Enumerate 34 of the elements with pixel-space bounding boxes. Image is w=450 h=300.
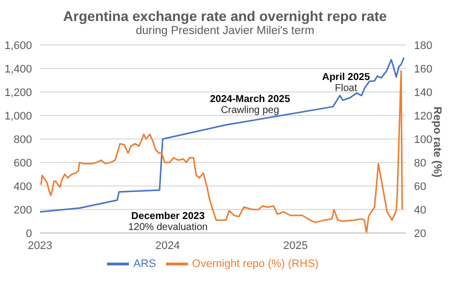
legend-label: ARS (133, 258, 156, 270)
y-tick-label: 1,600 (4, 40, 32, 52)
annotation: 120% devaluation (127, 222, 209, 233)
x-tick-label: 2023 (28, 240, 52, 252)
y-tick-label: 600 (14, 157, 32, 170)
y-tick-label: 0 (26, 228, 32, 240)
y2-tick-label: 100 (414, 134, 432, 146)
line-series (40, 70, 403, 233)
annotation: December 2023 (130, 211, 206, 222)
y2-tick-label: 60 (414, 180, 426, 193)
chart-subtitle: during President Javier Milei's term (134, 25, 316, 37)
annotation: April 2025 (321, 72, 371, 83)
y2-tick-label: 160 (414, 63, 432, 76)
x-tick-label: 2025 (283, 240, 308, 252)
y2-tick-label: 40 (414, 204, 426, 216)
annotation: Float (334, 83, 358, 94)
annotation: Crawling peg (220, 105, 280, 116)
legend-label: Overnight repo (%) (RHS) (192, 258, 319, 270)
y2-axis-title: Repo rate (%) (431, 106, 443, 178)
x-tick-label: 2024 (155, 240, 180, 252)
annotation: 2024-March 2025 (208, 94, 292, 105)
y-tick-label: 200 (14, 204, 32, 216)
y2-tick-label: 140 (414, 86, 432, 99)
chart-title: Argentina exchange rate and overnight repo rate (62, 8, 388, 24)
y-tick-label: 1,000 (4, 110, 32, 122)
line-series (40, 56, 405, 213)
y2-tick-label: 80 (414, 157, 426, 170)
y2-tick-label: 120 (414, 110, 432, 122)
y2-tick-label: 180 (414, 40, 432, 52)
y-tick-label: 1,400 (4, 63, 32, 76)
y-tick-label: 800 (14, 134, 32, 146)
y-tick-label: 400 (14, 180, 32, 193)
y2-tick-label: 20 (414, 228, 426, 240)
y-tick-label: 1,200 (4, 86, 32, 99)
